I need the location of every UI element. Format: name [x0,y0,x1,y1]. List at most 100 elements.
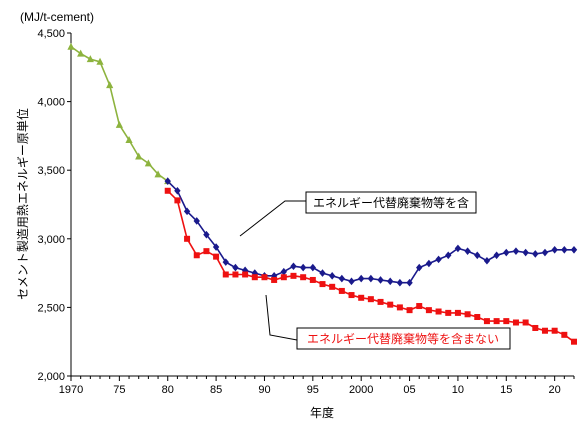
data-point [164,187,171,194]
data-point [193,217,200,225]
data-point [135,152,143,160]
data-point [280,267,288,276]
data-point [425,307,432,314]
data-point [193,252,200,259]
data-point [241,266,249,275]
x-tick-label: 85 [210,384,222,396]
data-point [299,263,307,272]
data-point [532,250,539,258]
data-point [541,327,548,334]
data-point [232,263,239,272]
annotation-without-waste: エネルギー代替廃棄物等を含まない [265,294,511,350]
data-point [474,314,481,321]
data-point [435,255,442,264]
data-point [416,263,423,272]
data-point [144,159,152,167]
annotation-label-with-waste: エネルギー代替廃棄物等を含 [313,195,469,210]
y-tick-label: 4,000 [37,97,65,109]
data-point [454,244,462,253]
x-tick-label: 75 [113,384,125,396]
data-point [561,331,568,338]
data-point [454,309,461,316]
x-tick-label: 15 [500,384,512,396]
series-2 [164,187,577,345]
y-axis-title: セメント製造用熱エネルギー原単位 [15,108,30,300]
data-point [222,258,229,266]
data-point [570,245,578,254]
series-line [70,46,169,182]
data-point [396,304,403,311]
data-point [77,49,85,57]
data-point [406,307,413,314]
data-point [503,318,510,325]
data-point [309,263,317,272]
data-point [338,274,346,283]
data-point [512,247,520,255]
data-point [174,197,181,204]
series-layer [67,42,578,345]
data-point [522,248,529,257]
data-point [300,274,307,281]
data-point [290,262,297,271]
data-point [464,311,471,318]
data-point [493,251,500,260]
data-point [125,136,133,144]
data-point [184,235,191,242]
data-point [183,207,191,216]
data-point [203,248,210,255]
data-point [367,274,375,283]
x-tick-label: 05 [403,384,415,396]
data-point [280,274,287,281]
data-point [532,324,539,331]
x-tick-label: 95 [307,384,319,396]
data-point [203,230,210,239]
data-point [232,271,239,278]
annotation-leader-with-waste [239,200,306,237]
data-point [387,277,394,286]
data-point [377,276,384,284]
data-point [271,276,278,283]
y-tick-label: 3,000 [37,234,65,246]
y-ticks: 2,000 2,500 3,000 3,500 4,000 4,500 [37,28,71,383]
data-point [309,276,316,283]
data-point [348,292,355,299]
y-tick-label: 2,000 [37,371,65,383]
x-ticks: 1970 75 80 85 90 95 2000 05 10 15 20 [59,376,575,396]
x-tick-label: 1970 [59,384,83,396]
data-point [483,318,490,325]
data-point [242,271,249,278]
data-point [406,278,413,287]
data-point [154,170,162,178]
data-point [541,248,549,257]
data-point [213,253,220,260]
data-point [338,287,345,294]
x-tick-label: 90 [258,384,270,396]
data-point [106,81,114,89]
x-tick-label: 2000 [349,384,373,396]
data-point [561,245,568,254]
data-point [174,186,181,195]
x-tick-label: 80 [162,384,174,396]
data-point [571,338,577,345]
data-point [270,272,278,280]
data-point [222,271,229,278]
data-point [67,42,75,50]
y-tick-label: 4,500 [37,28,65,40]
x-tick-label: 20 [549,384,561,396]
data-point [551,327,558,334]
data-point [358,294,365,301]
data-point [377,298,384,305]
data-point [493,318,500,325]
x-axis-title: 年度 [310,405,334,420]
data-point [474,251,481,260]
data-point [416,303,423,310]
data-point [445,251,452,260]
annotation-box-without-waste [296,327,511,350]
data-point [261,274,268,281]
data-point [483,256,491,265]
data-point [251,274,258,281]
data-point [396,278,404,287]
y-tick-label: 3,500 [37,165,65,177]
data-point [328,272,336,280]
data-point [387,301,394,308]
